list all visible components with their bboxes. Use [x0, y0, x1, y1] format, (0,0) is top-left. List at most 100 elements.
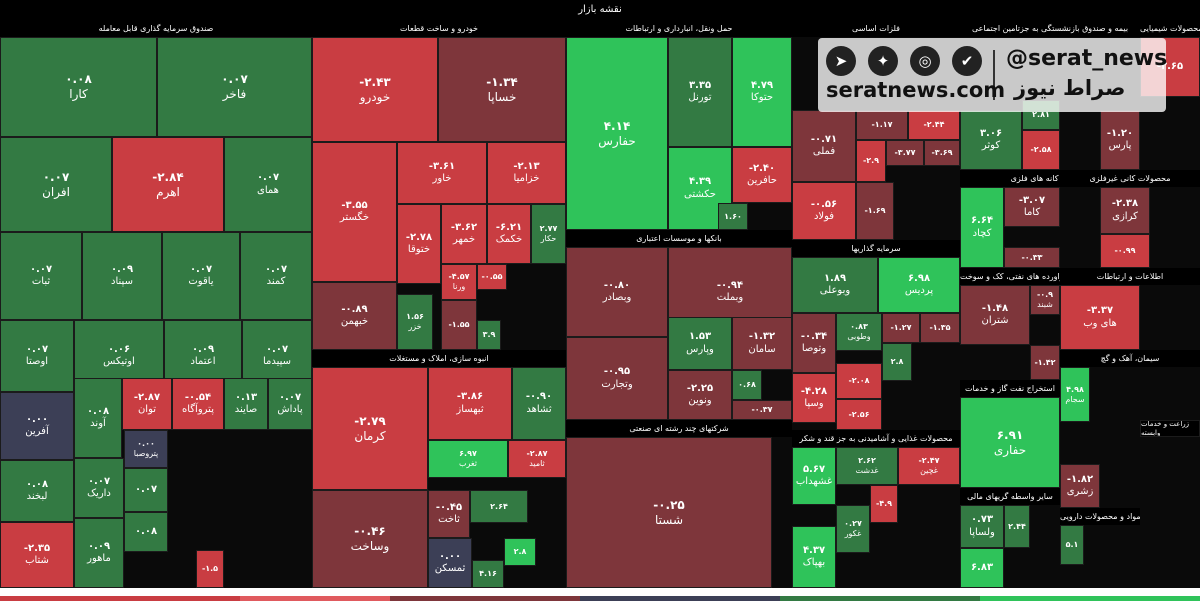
- treemap-tile[interactable]: -۰.۵۵: [477, 264, 507, 290]
- treemap-tile[interactable]: زراعت و خدمات وابسته: [1140, 420, 1200, 437]
- treemap-tile[interactable]: ۴.۹۸ سجام: [1060, 367, 1090, 422]
- treemap-tile[interactable]: -۱.۴۲: [1030, 345, 1060, 380]
- treemap-tile[interactable]: ۲.۸: [504, 538, 536, 566]
- treemap-tile[interactable]: -۲.۳۵ شتاب: [0, 522, 74, 588]
- treemap-tile[interactable]: ۲.۴۴: [1004, 505, 1030, 548]
- treemap-tile[interactable]: ۰.۰۰ ثمسکن: [428, 538, 472, 588]
- treemap-tile[interactable]: -۱.۴۸ شتران: [960, 285, 1030, 345]
- treemap-tile[interactable]: ۰.۰۸ کارا: [0, 37, 157, 137]
- treemap-tile[interactable]: -۲.۴۰ حافرین: [732, 147, 792, 203]
- treemap-tile[interactable]: -۲.۵۶: [836, 399, 882, 430]
- treemap-tile[interactable]: -۰.۸۹ خبهمن: [312, 282, 397, 350]
- treemap-tile[interactable]: -۱.۱۷: [856, 110, 908, 140]
- treemap-tile[interactable]: ۰.۰۷ افران: [0, 137, 112, 232]
- treemap-tile[interactable]: ۰.۶۸: [732, 370, 762, 400]
- treemap-tile[interactable]: -۳.۶۹: [924, 140, 960, 166]
- treemap-tile[interactable]: -۰.۳۴ وتوصا: [792, 313, 836, 373]
- treemap-tile[interactable]: ۴.۳۷ بهپاک: [792, 526, 836, 588]
- treemap-tile[interactable]: ۰.۰۹ سپناد: [82, 232, 162, 320]
- treemap-tile[interactable]: ۶.۸۳: [960, 548, 1004, 588]
- treemap-tile[interactable]: -۳.۷۷: [886, 140, 924, 166]
- treemap-tile[interactable]: ۰.۰۷ داریک: [74, 458, 124, 518]
- treemap-tile[interactable]: -۳.۶۱ خاور: [397, 142, 487, 204]
- treemap-tile[interactable]: ۶.۹۸ پردیس: [878, 257, 960, 313]
- treemap-tile[interactable]: ۰.۲۷ غکور: [836, 505, 870, 553]
- treemap-tile[interactable]: -۲.۸۴ اهرم: [112, 137, 224, 232]
- treemap-tile[interactable]: -۱.۳۵: [920, 313, 960, 343]
- treemap-tile[interactable]: ۶.۹۷ ثغرب: [428, 440, 508, 478]
- treemap-tile[interactable]: ۰.۰۷ همای: [224, 137, 312, 232]
- treemap-tile[interactable]: -۲.۷۹ کرمان: [312, 367, 428, 490]
- treemap-tile[interactable]: ۰.۸۳ وطوبی: [836, 313, 882, 351]
- treemap-tile[interactable]: -۲.۳۸ کرازی: [1100, 187, 1150, 234]
- treemap-tile[interactable]: -۲.۲۵ ونوین: [668, 370, 732, 420]
- treemap-tile[interactable]: ۵.۶۷ غشهداب: [792, 447, 836, 505]
- treemap-tile[interactable]: ۲.۶۴: [470, 490, 528, 523]
- treemap-tile[interactable]: ۱.۶۰: [718, 203, 748, 230]
- treemap-tile[interactable]: -۱.۶۹: [856, 182, 894, 240]
- treemap-tile[interactable]: -۶.۲۱ خکمک: [487, 204, 531, 264]
- treemap-tile[interactable]: -۲.۱۳ خزامیا: [487, 142, 566, 204]
- treemap-tile[interactable]: ۰.۰۸: [124, 512, 168, 552]
- treemap-tile[interactable]: -۲.۵۸: [1022, 130, 1060, 170]
- treemap-tile[interactable]: -۱.۲۷: [882, 313, 920, 343]
- treemap-tile[interactable]: -۱.۲۰ پارس: [1100, 110, 1140, 170]
- treemap-tile[interactable]: ۰.۰۰ پتروصبا: [124, 430, 168, 468]
- treemap-tile[interactable]: -۲.۹: [856, 140, 886, 182]
- treemap-tile[interactable]: ۲.۶۲ غدشت: [836, 447, 898, 485]
- treemap-tile[interactable]: -۰.۴۶ وساخت: [312, 490, 428, 588]
- treemap-tile[interactable]: -۰.۷۱ فملی: [792, 110, 856, 182]
- treemap-tile[interactable]: ۳.۹: [477, 320, 501, 350]
- treemap-tile[interactable]: -۰.۳۷: [732, 400, 792, 420]
- treemap-tile[interactable]: -۴.۲۸ وسپا: [792, 373, 836, 423]
- treemap-tile[interactable]: ۴.۱۶: [472, 560, 504, 588]
- treemap-tile[interactable]: -۰.۹۵ وتجارت: [566, 337, 668, 420]
- treemap-tile[interactable]: ۲.۸: [882, 343, 912, 381]
- treemap-tile[interactable]: ۰.۰۷ فاخر: [157, 37, 312, 137]
- treemap-tile[interactable]: ۱.۸۹ وبوعلی: [792, 257, 878, 313]
- treemap-tile[interactable]: ۴.۱۴ حفارس: [566, 37, 668, 230]
- treemap-tile[interactable]: ۰.۰۷ کمند: [240, 232, 312, 320]
- treemap-tile[interactable]: -۲.۴۴: [908, 110, 960, 140]
- treemap-tile[interactable]: -۳.۰۷ کاما: [1004, 187, 1060, 227]
- treemap-tile[interactable]: ۵.۱: [1060, 525, 1084, 565]
- treemap-tile[interactable]: ۱.۵۳ وپارس: [668, 317, 732, 370]
- treemap-tile[interactable]: -۰.۴۵ ثاخت: [428, 490, 470, 538]
- treemap-tile[interactable]: -۰.۹۰ ثشاهد: [512, 367, 566, 440]
- treemap-tile[interactable]: -۲.۸۷ ثامید: [508, 440, 566, 478]
- treemap-tile[interactable]: ۴.۷۹ حتوکا: [732, 37, 792, 147]
- treemap-tile[interactable]: -۱.۸۲ زشری: [1060, 464, 1100, 508]
- treemap-tile[interactable]: -۲.۷۸ ختوقا: [397, 204, 441, 284]
- treemap-tile[interactable]: -۱.۳۲ سامان: [732, 317, 792, 370]
- treemap-tile[interactable]: -۳.۸۶ ثبهساز: [428, 367, 512, 440]
- treemap-tile[interactable]: ۰.۰۷ ثبات: [0, 232, 82, 320]
- treemap-tile[interactable]: ۰.۰۹ ماهور: [74, 518, 124, 588]
- treemap-tile[interactable]: -۰.۲۵ شستا: [566, 437, 772, 588]
- treemap-tile[interactable]: -۴.۹: [870, 485, 898, 523]
- treemap-tile[interactable]: ۰.۰۸ آوند: [74, 378, 122, 458]
- treemap-tile[interactable]: ۳.۳۵ تورنل: [668, 37, 732, 147]
- treemap-tile[interactable]: ۰.۱۳ صایند: [224, 378, 268, 430]
- treemap-tile[interactable]: -۱.۵۵: [441, 300, 477, 350]
- treemap-tile[interactable]: -۲.۰۸: [836, 363, 882, 399]
- treemap-tile[interactable]: ۰.۰۸ لبخند: [0, 460, 74, 522]
- treemap-tile[interactable]: -۰.۵۶ فولاد: [792, 182, 856, 240]
- treemap-tile[interactable]: ۱.۵۶ خزر: [397, 294, 433, 350]
- treemap-tile[interactable]: ۰.۰۷ یاقوت: [162, 232, 240, 320]
- treemap-tile[interactable]: -۰.۹ شبند: [1030, 285, 1060, 315]
- treemap-tile[interactable]: -۳.۶۲ خمهر: [441, 204, 487, 264]
- treemap-tile[interactable]: -۱.۳۴ خساپا: [438, 37, 566, 142]
- treemap-tile[interactable]: -۴.۵۷ ورنا: [441, 264, 477, 300]
- treemap-tile[interactable]: -۰.۵۴ پتروآگاه: [172, 378, 224, 430]
- treemap-tile[interactable]: -۲.۴۷ غچین: [898, 447, 960, 485]
- treemap-tile[interactable]: ۰.۰۰ آفرین: [0, 392, 74, 460]
- treemap-tile[interactable]: -۰.۳۳: [1004, 247, 1060, 268]
- treemap-tile[interactable]: ۶.۶۴ کچاد: [960, 187, 1004, 268]
- treemap-tile[interactable]: -۰.۸۰ وبصادر: [566, 247, 668, 337]
- treemap-tile[interactable]: ۳.۰۶ کوثر: [960, 110, 1022, 170]
- treemap-tile[interactable]: ۶.۹۱ حفاری: [960, 397, 1060, 488]
- treemap-tile[interactable]: -۳.۵۵ خگستر: [312, 142, 397, 282]
- treemap-tile[interactable]: -۲.۴۳ خودرو: [312, 37, 438, 142]
- treemap-tile[interactable]: ۰.۷۳ ولساپا: [960, 505, 1004, 548]
- treemap-tile[interactable]: -۳.۳۷ های وب: [1060, 285, 1140, 350]
